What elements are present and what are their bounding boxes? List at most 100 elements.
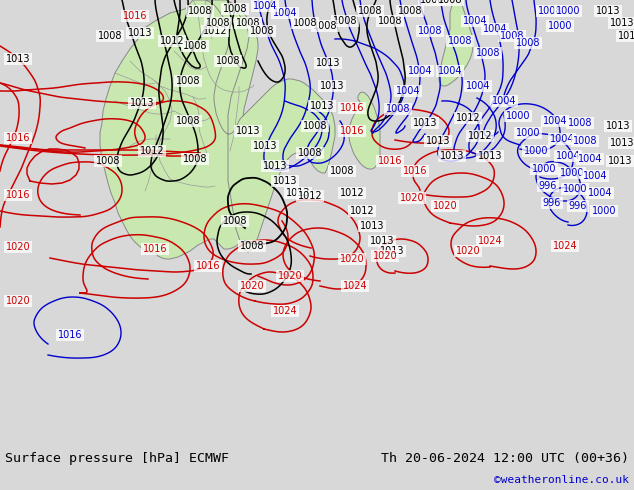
Text: 1008: 1008 <box>418 26 443 36</box>
Text: 1008: 1008 <box>398 6 422 16</box>
Text: 1013: 1013 <box>253 141 277 151</box>
Text: 1008: 1008 <box>420 0 444 5</box>
Text: 1004: 1004 <box>578 154 602 164</box>
Text: 1000: 1000 <box>515 128 540 138</box>
Text: 1013: 1013 <box>262 161 287 171</box>
Text: 1000: 1000 <box>532 164 556 174</box>
Text: 1000: 1000 <box>548 21 573 31</box>
Text: 1013: 1013 <box>413 118 437 128</box>
Text: 1020: 1020 <box>340 254 365 264</box>
Text: 1013: 1013 <box>478 151 502 161</box>
Text: 996: 996 <box>543 198 561 208</box>
Text: 1016: 1016 <box>123 11 147 21</box>
Text: 1013: 1013 <box>310 101 334 111</box>
Text: Th 20-06-2024 12:00 UTC (00+36): Th 20-06-2024 12:00 UTC (00+36) <box>381 451 629 465</box>
Text: 1004: 1004 <box>466 81 490 91</box>
Text: Surface pressure [hPa] ECMWF: Surface pressure [hPa] ECMWF <box>5 451 229 465</box>
Text: 1016: 1016 <box>143 244 167 254</box>
Text: 1008: 1008 <box>538 6 562 16</box>
Polygon shape <box>439 0 473 86</box>
Text: 1004: 1004 <box>396 86 420 96</box>
Text: 1013: 1013 <box>605 121 630 131</box>
Text: 1004: 1004 <box>550 134 574 144</box>
Text: 1012: 1012 <box>203 26 228 36</box>
Text: 1020: 1020 <box>6 242 30 252</box>
Text: 1004: 1004 <box>253 1 277 11</box>
Text: 1016: 1016 <box>340 126 365 136</box>
Text: 1008: 1008 <box>500 31 524 41</box>
Text: 1012: 1012 <box>139 146 164 156</box>
Text: 1008: 1008 <box>96 156 120 166</box>
Text: 1016: 1016 <box>196 261 220 271</box>
Text: 1020: 1020 <box>456 246 481 256</box>
Text: 1008: 1008 <box>250 26 275 36</box>
Text: 1008: 1008 <box>378 16 402 26</box>
Text: 1000: 1000 <box>556 6 580 16</box>
Text: 1000: 1000 <box>560 168 585 178</box>
Text: 1008: 1008 <box>240 241 264 251</box>
Text: 1024: 1024 <box>343 281 367 291</box>
Text: 1008: 1008 <box>385 104 410 114</box>
Text: 1008: 1008 <box>333 16 357 26</box>
Text: 1024: 1024 <box>477 236 502 246</box>
Text: 1004: 1004 <box>543 116 567 126</box>
Text: 1008: 1008 <box>223 216 247 226</box>
Text: 1013: 1013 <box>236 126 260 136</box>
Text: 1012: 1012 <box>160 36 184 46</box>
Text: 1016: 1016 <box>6 190 30 200</box>
Text: 1004: 1004 <box>588 188 612 198</box>
Text: 1008: 1008 <box>98 31 122 41</box>
Text: 1000: 1000 <box>506 111 530 121</box>
Text: 1008: 1008 <box>313 21 337 31</box>
Text: 1008: 1008 <box>206 18 230 28</box>
Text: 1008: 1008 <box>568 118 592 128</box>
Text: 1013: 1013 <box>440 151 464 161</box>
Text: 1016: 1016 <box>6 133 30 143</box>
Text: 1013: 1013 <box>608 156 632 166</box>
Text: 1004: 1004 <box>583 171 607 181</box>
Polygon shape <box>349 92 380 169</box>
Text: 1013: 1013 <box>380 246 404 256</box>
Text: 1004: 1004 <box>492 96 516 106</box>
Text: 1020: 1020 <box>6 296 30 306</box>
Text: 1004: 1004 <box>273 8 297 18</box>
Polygon shape <box>100 0 258 259</box>
Text: 1013: 1013 <box>273 176 297 186</box>
Text: 1013: 1013 <box>320 81 344 91</box>
Text: 1008: 1008 <box>437 0 462 5</box>
Text: 1020: 1020 <box>432 201 457 211</box>
Text: 1008: 1008 <box>176 116 200 126</box>
Text: 1008: 1008 <box>183 154 207 164</box>
Text: 1008: 1008 <box>216 56 240 66</box>
Text: 1008: 1008 <box>183 41 207 51</box>
Text: 1008: 1008 <box>515 38 540 48</box>
Text: 1020: 1020 <box>240 281 264 291</box>
Text: 1012: 1012 <box>456 113 481 123</box>
Text: 1000: 1000 <box>592 206 616 216</box>
Text: 1008: 1008 <box>188 6 212 16</box>
Text: 1012: 1012 <box>298 191 322 201</box>
Text: 1013: 1013 <box>370 236 394 246</box>
Text: 1008: 1008 <box>330 166 354 176</box>
Text: 1013: 1013 <box>286 188 310 198</box>
Text: 1013: 1013 <box>130 98 154 108</box>
Text: 1004: 1004 <box>408 66 432 76</box>
Text: 1016: 1016 <box>58 330 82 340</box>
Text: 1008: 1008 <box>358 6 382 16</box>
Text: 1000: 1000 <box>524 146 548 156</box>
Text: 1013: 1013 <box>610 18 634 28</box>
Text: 1008: 1008 <box>573 136 597 146</box>
Text: 1012: 1012 <box>468 131 493 141</box>
Text: 1013: 1013 <box>610 138 634 148</box>
Text: 1004: 1004 <box>463 16 488 26</box>
Text: 1024: 1024 <box>273 306 297 316</box>
Text: 1013: 1013 <box>426 136 450 146</box>
Text: 1013: 1013 <box>618 31 634 41</box>
Text: 1008: 1008 <box>303 121 327 131</box>
Text: 1016: 1016 <box>340 103 365 113</box>
Text: 1024: 1024 <box>553 241 578 251</box>
Text: 1008: 1008 <box>448 36 472 46</box>
Text: 1004: 1004 <box>556 151 580 161</box>
Text: 1016: 1016 <box>403 166 427 176</box>
Text: 1012: 1012 <box>340 188 365 198</box>
